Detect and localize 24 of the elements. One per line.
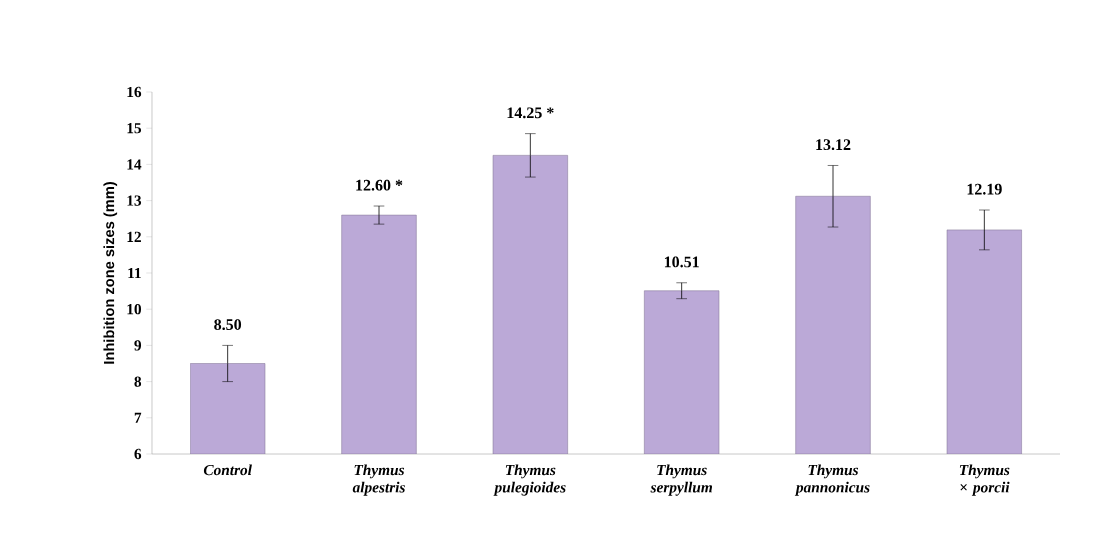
y-tick-label: 11 — [128, 267, 141, 279]
x-tick-label: Control — [203, 464, 252, 476]
y-tick-label: 7 — [134, 412, 142, 423]
y-tick-label: 15 — [127, 123, 142, 134]
x-tick-label: Thymus pulegioides — [493, 464, 566, 496]
y-tick-label: 6 — [134, 448, 142, 460]
data-label: 10.51 — [664, 256, 699, 268]
y-tick-label: 14 — [127, 159, 142, 170]
y-tick-label: 12 — [127, 231, 141, 242]
data-label: 12.19 — [967, 183, 1002, 195]
y-tick-label: 16 — [127, 86, 142, 98]
y-tick-label: 10 — [127, 304, 142, 315]
data-label: 12.60 * — [356, 179, 403, 191]
x-tick-label: Thymus × porcii — [959, 464, 1010, 496]
y-tick-label: 13 — [127, 195, 142, 206]
x-tick-label: Thymus pannonicus — [794, 464, 870, 496]
y-tick-label: 8 — [134, 376, 142, 387]
y-tick-label: 9 — [134, 340, 142, 351]
x-tick-label: Thymus alpestris — [352, 464, 405, 496]
data-label: 14.25 * — [507, 107, 554, 119]
y-axis-title: Inhibition zone sizes (mm) — [103, 182, 118, 364]
x-tick-label: Thymus serpyllum — [650, 464, 713, 496]
data-label: 8.50 — [214, 319, 242, 331]
data-label: 13.12 — [816, 139, 851, 151]
